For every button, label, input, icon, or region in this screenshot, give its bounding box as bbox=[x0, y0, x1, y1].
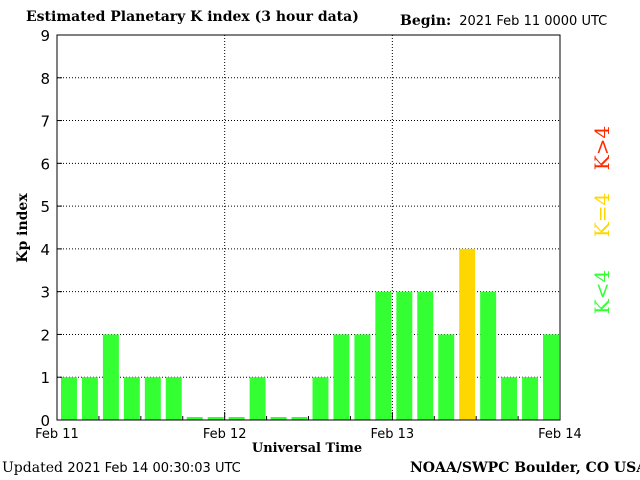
begin-value: 2021 Feb 11 0000 UTC bbox=[459, 14, 608, 29]
updated-label: Updated bbox=[2, 460, 63, 476]
bars bbox=[61, 248, 559, 420]
updated-info: Updated 2021 Feb 14 00:30:03 UTC bbox=[2, 460, 241, 476]
y-tick-label: 0 bbox=[40, 412, 50, 430]
legend-low: K<4 bbox=[590, 270, 614, 314]
legend-mid: K=4 bbox=[590, 193, 614, 237]
y-tick-label: 1 bbox=[40, 369, 50, 387]
x-tick-label: Feb 13 bbox=[370, 427, 414, 442]
kp-bar bbox=[144, 377, 161, 420]
kp-bar bbox=[312, 377, 329, 420]
kp-bar bbox=[291, 417, 308, 420]
y-tick-label: 5 bbox=[40, 198, 50, 216]
y-tick-label: 6 bbox=[40, 155, 50, 173]
x-tick-label: Feb 14 bbox=[538, 427, 582, 442]
y-ticks: 0 1 2 3 4 5 6 7 8 9 bbox=[40, 27, 62, 430]
y-tick-label: 7 bbox=[40, 113, 50, 131]
grid-lines bbox=[57, 35, 560, 420]
kp-bar bbox=[102, 334, 119, 420]
kp-bar bbox=[207, 417, 224, 420]
kp-bar bbox=[543, 334, 559, 420]
x-tick-label: Feb 12 bbox=[203, 427, 247, 442]
credit: NOAA/SWPC Boulder, CO USA bbox=[410, 460, 640, 476]
x-ticks: Feb 11 Feb 12 Feb 13 Feb 14 bbox=[35, 412, 582, 442]
updated-value: 2021 Feb 14 00:30:03 UTC bbox=[67, 461, 241, 476]
kp-bar bbox=[270, 417, 287, 420]
kp-bar bbox=[249, 377, 266, 420]
begin-info: Begin: 2021 Feb 11 0000 UTC bbox=[400, 13, 607, 29]
kp-bar bbox=[123, 377, 140, 420]
kp-bar bbox=[228, 417, 245, 420]
kp-bar bbox=[81, 377, 98, 420]
y-axis-label: Kp index bbox=[15, 193, 31, 263]
kp-bar bbox=[501, 377, 518, 420]
chart-title: Estimated Planetary K index (3 hour data… bbox=[26, 9, 359, 25]
kp-bar bbox=[186, 417, 203, 420]
y-tick-label: 4 bbox=[40, 241, 50, 259]
kp-bar bbox=[522, 377, 539, 420]
kp-bar bbox=[396, 291, 413, 420]
x-axis-label: Universal Time bbox=[252, 441, 362, 456]
x-tick-label: Feb 11 bbox=[35, 427, 79, 442]
kp-bar bbox=[438, 334, 455, 420]
kp-bar bbox=[354, 334, 371, 420]
y-tick-label: 8 bbox=[40, 70, 50, 88]
y-tick-label: 3 bbox=[40, 284, 50, 302]
kp-bar bbox=[61, 377, 77, 420]
kp-bar bbox=[375, 291, 392, 420]
begin-label: Begin: bbox=[400, 13, 452, 29]
legend-high: K>4 bbox=[590, 126, 614, 170]
kp-bar bbox=[480, 291, 497, 420]
kp-bar bbox=[459, 248, 476, 420]
y-tick-label: 9 bbox=[40, 27, 50, 45]
kp-bar bbox=[333, 334, 350, 420]
kp-bar bbox=[165, 377, 182, 420]
kp-bar bbox=[417, 291, 434, 420]
y-tick-label: 2 bbox=[40, 326, 50, 344]
